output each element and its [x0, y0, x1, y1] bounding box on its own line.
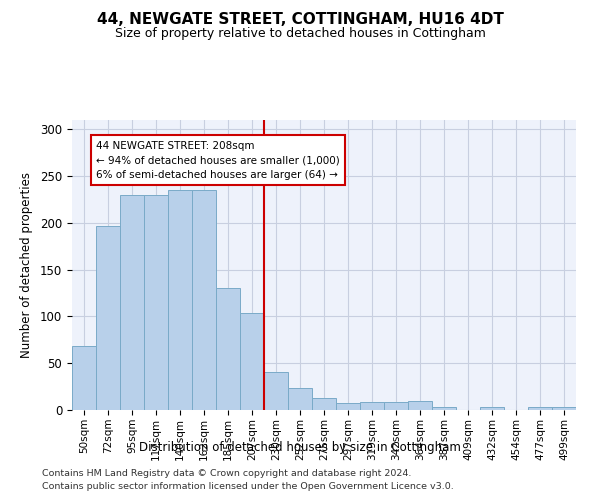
- Bar: [360, 402, 384, 410]
- Bar: [264, 372, 288, 410]
- Bar: [312, 398, 336, 410]
- Text: 44 NEWGATE STREET: 208sqm
← 94% of detached houses are smaller (1,000)
6% of sem: 44 NEWGATE STREET: 208sqm ← 94% of detac…: [96, 140, 340, 180]
- Bar: [120, 195, 144, 410]
- Bar: [72, 346, 96, 410]
- Y-axis label: Number of detached properties: Number of detached properties: [20, 172, 33, 358]
- Bar: [192, 190, 216, 410]
- Bar: [528, 407, 552, 410]
- Text: Contains public sector information licensed under the Open Government Licence v3: Contains public sector information licen…: [42, 482, 454, 491]
- Text: Size of property relative to detached houses in Cottingham: Size of property relative to detached ho…: [115, 28, 485, 40]
- Bar: [336, 402, 360, 410]
- Bar: [408, 400, 432, 410]
- Bar: [384, 402, 408, 410]
- Bar: [144, 195, 168, 410]
- Bar: [240, 312, 264, 410]
- Text: Contains HM Land Registry data © Crown copyright and database right 2024.: Contains HM Land Registry data © Crown c…: [42, 468, 412, 477]
- Bar: [480, 407, 504, 410]
- Bar: [288, 388, 312, 410]
- Bar: [96, 226, 120, 410]
- Bar: [216, 288, 240, 410]
- Text: 44, NEWGATE STREET, COTTINGHAM, HU16 4DT: 44, NEWGATE STREET, COTTINGHAM, HU16 4DT: [97, 12, 503, 28]
- Bar: [168, 190, 192, 410]
- Text: Distribution of detached houses by size in Cottingham: Distribution of detached houses by size …: [139, 441, 461, 454]
- Bar: [552, 407, 576, 410]
- Bar: [432, 407, 456, 410]
